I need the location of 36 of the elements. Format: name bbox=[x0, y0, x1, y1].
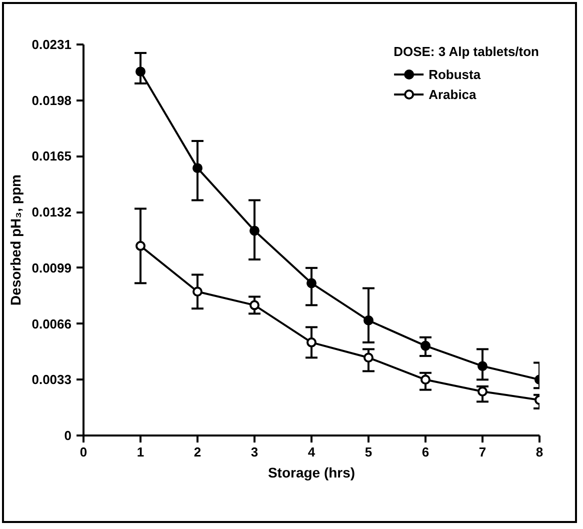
x-tick-label: 4 bbox=[308, 444, 316, 460]
point bbox=[192, 163, 202, 174]
x-tick-label: 8 bbox=[536, 444, 544, 460]
point bbox=[364, 352, 374, 363]
y-tick-label: 0.0066 bbox=[32, 316, 72, 332]
point bbox=[250, 300, 260, 310]
point bbox=[420, 374, 430, 385]
point bbox=[136, 240, 146, 251]
point bbox=[306, 337, 316, 348]
x-tick-label: 7 bbox=[478, 444, 486, 460]
x-tick-label: 3 bbox=[250, 444, 258, 460]
point bbox=[192, 286, 202, 297]
point bbox=[250, 226, 260, 236]
y-tick-label: 0.0033 bbox=[32, 372, 72, 388]
y-tick-label: 0.0198 bbox=[32, 92, 72, 108]
y-tick-label: 0.0231 bbox=[32, 37, 72, 52]
legend-title: DOSE: 3 Alp tablets/ton bbox=[394, 44, 539, 59]
legend-label: Robusta bbox=[428, 66, 481, 82]
point bbox=[478, 361, 488, 372]
y-tick-label: 0 bbox=[64, 428, 72, 443]
x-axis-title: Storage (hrs) bbox=[268, 464, 356, 480]
point bbox=[364, 315, 374, 326]
point bbox=[420, 340, 430, 351]
y-tick-label: 0.0165 bbox=[32, 148, 72, 164]
legend-label: Arabica bbox=[428, 86, 476, 102]
x-tick-label: 1 bbox=[136, 444, 144, 460]
y-tick-label: 0.0099 bbox=[32, 260, 72, 276]
x-tick-label: 0 bbox=[80, 444, 88, 460]
x-tick-label: 5 bbox=[364, 444, 372, 460]
x-tick-label: 6 bbox=[422, 444, 430, 460]
point bbox=[306, 278, 316, 288]
y-tick-label: 0.0132 bbox=[32, 204, 72, 220]
y-axis-title: Desorbed pH₃, ppm bbox=[8, 174, 24, 306]
x-tick-label: 2 bbox=[194, 444, 202, 460]
point bbox=[136, 66, 146, 77]
point bbox=[478, 386, 488, 396]
